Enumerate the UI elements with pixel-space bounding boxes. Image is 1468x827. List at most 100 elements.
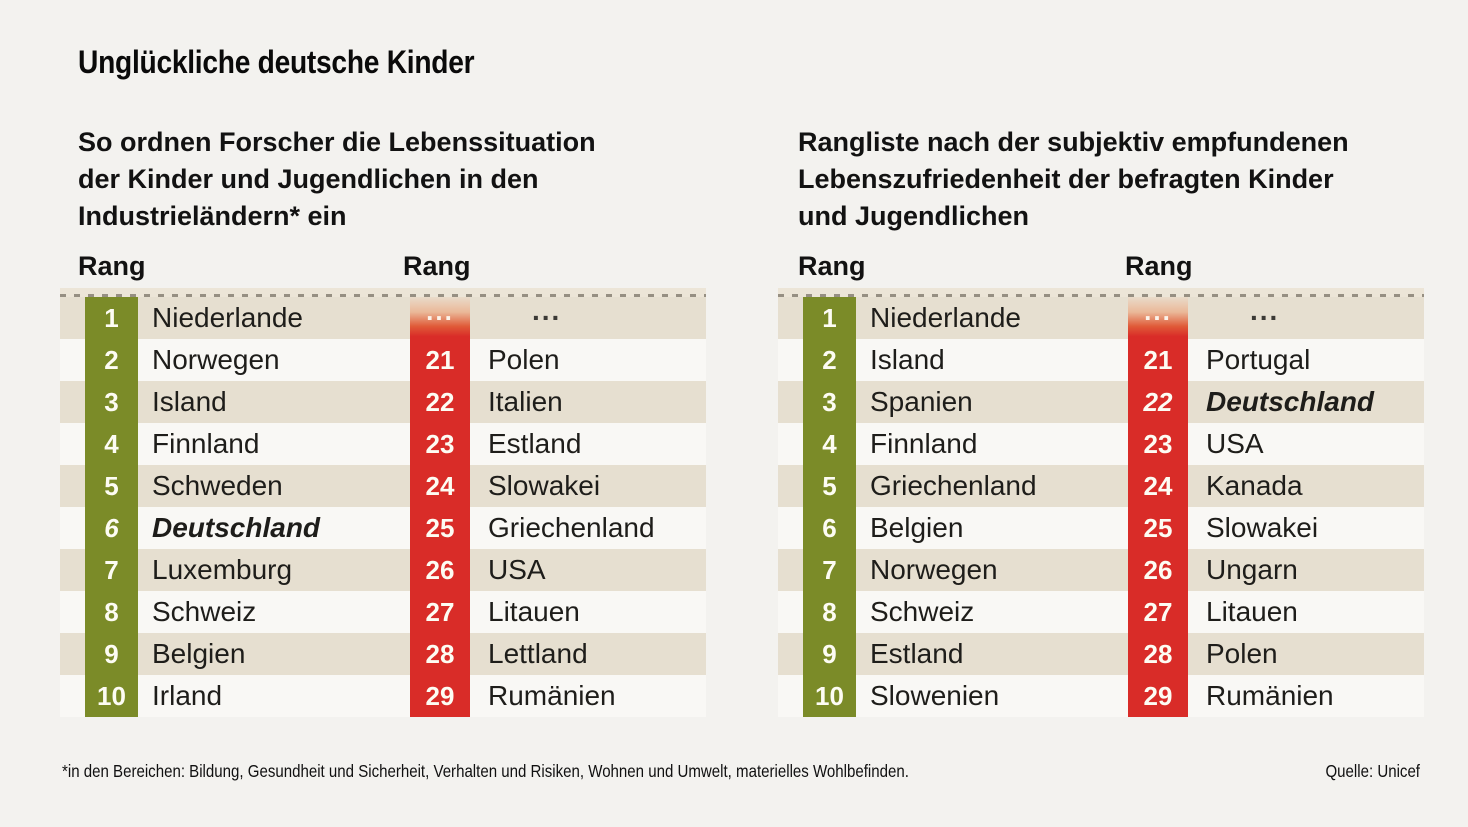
rank-badge: 27 xyxy=(410,591,470,633)
skipped-ranks-ellipsis: ... xyxy=(1250,297,1280,326)
rank-badge: 7 xyxy=(85,549,138,591)
country-label: Schweden xyxy=(152,470,283,501)
rank-badge: 28 xyxy=(1128,633,1188,675)
rank-badge: 24 xyxy=(1128,465,1188,507)
country-label: Niederlande xyxy=(152,302,303,333)
rank-badge: 4 xyxy=(803,423,856,465)
row-leading-pad xyxy=(778,507,803,549)
rank-badge: 10 xyxy=(803,675,856,717)
rank-header: Rang xyxy=(403,251,471,281)
left-table-subtitle: So ordnen Forscher die Lebenssituation d… xyxy=(78,124,596,235)
country-label: Litauen xyxy=(1206,596,1298,627)
rank-badge: 8 xyxy=(85,591,138,633)
table-row: 1 Niederlande...... xyxy=(778,296,1424,339)
row-leading-pad xyxy=(60,423,85,465)
row-leading-pad xyxy=(60,633,85,675)
compressed-row-artifact xyxy=(778,288,1424,297)
rank-badge: 29 xyxy=(1128,675,1188,717)
rank-badge: ... xyxy=(410,296,470,339)
country-label: Island xyxy=(870,344,945,375)
subtitle-line: und Jugendlichen xyxy=(798,201,1030,231)
table-row: 10 Irland 29 Rumänien xyxy=(60,675,706,717)
table-row: 8 Schweiz 27 Litauen xyxy=(778,591,1424,633)
country-label: Estland xyxy=(488,428,582,459)
rank-header: Rang xyxy=(78,251,146,281)
country-label: Griechenland xyxy=(870,470,1037,501)
row-leading-pad xyxy=(60,549,85,591)
table-row: 5 Schweden 24 Slowakei xyxy=(60,465,706,507)
rank-badge: 5 xyxy=(803,465,856,507)
country-label: Finnland xyxy=(152,428,260,459)
country-label: ... xyxy=(1188,297,1424,339)
rank-badge: 1 xyxy=(85,297,138,339)
country-label: Slowakei xyxy=(488,470,601,501)
country-label: Portugal xyxy=(1206,344,1311,375)
table-row: 9 Belgien 28 Lettland xyxy=(60,633,706,675)
row-leading-pad xyxy=(778,339,803,381)
rank-badge: ... xyxy=(1128,296,1188,339)
table-row: 7 Norwegen 26 Ungarn xyxy=(778,549,1424,591)
table-row: 4 Finnland 23 USA xyxy=(778,423,1424,465)
skipped-ranks-ellipsis: ... xyxy=(426,296,454,326)
rank-badge: 28 xyxy=(410,633,470,675)
rank-header: Rang xyxy=(798,251,866,281)
country-label: ... xyxy=(470,297,706,339)
table-row: 7 Luxemburg 26 USA xyxy=(60,549,706,591)
rank-badge: 2 xyxy=(803,339,856,381)
row-leading-pad xyxy=(778,465,803,507)
rank-badge: 9 xyxy=(803,633,856,675)
row-leading-pad xyxy=(778,591,803,633)
country-label: Island xyxy=(152,386,227,417)
country-label: Lettland xyxy=(488,638,588,669)
table-row: 1 Niederlande...... xyxy=(60,296,706,339)
subtitle-line: Industrieländern* ein xyxy=(78,201,347,231)
country-label: Belgien xyxy=(870,512,964,543)
subtitle-line: Rangliste nach der subjektiv empfundenen xyxy=(798,127,1349,157)
compressed-row-artifact xyxy=(60,288,706,297)
table-row: 3 Spanien 22 Deutschland xyxy=(778,381,1424,423)
rank-badge: 29 xyxy=(410,675,470,717)
row-leading-pad xyxy=(778,675,803,717)
country-label: Kanada xyxy=(1206,470,1303,501)
ranking-table-satisfaction: 1 Niederlande...... 2 Island 21 Portugal 3 Span… xyxy=(778,288,1424,717)
country-label: Estland xyxy=(870,638,964,669)
country-label: Italien xyxy=(488,386,563,417)
rank-badge: 5 xyxy=(85,465,138,507)
rank-header: Rang xyxy=(1125,251,1193,281)
rank-badge: 9 xyxy=(85,633,138,675)
rank-badge: 24 xyxy=(410,465,470,507)
page-title: Unglückliche deutsche Kinder xyxy=(78,44,475,80)
country-label: Slowenien xyxy=(870,680,1000,711)
table-row: 6 Belgien 25 Slowakei xyxy=(778,507,1424,549)
subtitle-line: So ordnen Forscher die Lebenssituation xyxy=(78,127,596,157)
subtitle-line: der Kinder und Jugendlichen in den xyxy=(78,164,539,194)
table-row: 5 Griechenland 24 Kanada xyxy=(778,465,1424,507)
country-label: Deutschland xyxy=(152,512,321,543)
table-rows: 1 Niederlande...... 2 Norwegen 21 Polen 3 Islan… xyxy=(60,296,706,717)
rank-badge: 22 xyxy=(1128,381,1188,423)
row-leading-pad xyxy=(60,591,85,633)
country-label: Rumänien xyxy=(1206,680,1334,711)
country-label: Griechenland xyxy=(488,512,655,543)
rank-badge: 7 xyxy=(803,549,856,591)
country-label: Schweiz xyxy=(152,596,257,627)
country-label: Polen xyxy=(1206,638,1278,669)
country-label: USA xyxy=(1206,428,1264,459)
skipped-ranks-ellipsis: ... xyxy=(1144,296,1172,326)
row-leading-pad xyxy=(60,507,85,549)
row-leading-pad xyxy=(60,381,85,423)
country-label: Irland xyxy=(152,680,223,711)
footnote: *in den Bereichen: Bildung, Gesundheit u… xyxy=(62,761,909,781)
country-label: Norwegen xyxy=(152,344,280,375)
country-label: Polen xyxy=(488,344,560,375)
rank-badge: 23 xyxy=(1128,423,1188,465)
rank-badge: 3 xyxy=(803,381,856,423)
table-row: 8 Schweiz 27 Litauen xyxy=(60,591,706,633)
row-leading-pad xyxy=(778,297,803,339)
rank-badge: 21 xyxy=(1128,339,1188,381)
rank-badge: 25 xyxy=(410,507,470,549)
rank-badge: 2 xyxy=(85,339,138,381)
skipped-ranks-ellipsis: ... xyxy=(532,297,562,326)
rank-badge: 23 xyxy=(410,423,470,465)
country-label: Litauen xyxy=(488,596,580,627)
